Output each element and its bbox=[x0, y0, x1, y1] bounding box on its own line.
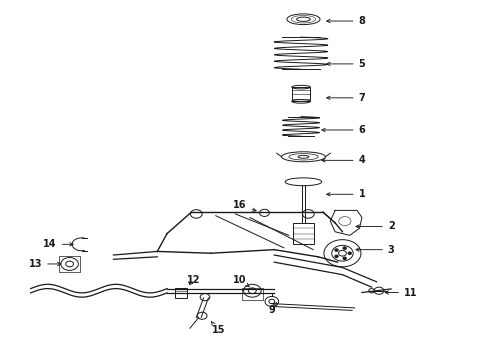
Bar bbox=[59, 256, 80, 272]
Bar bbox=[292, 87, 310, 102]
Text: 10: 10 bbox=[233, 275, 250, 287]
Bar bbox=[293, 223, 314, 244]
Text: 13: 13 bbox=[29, 259, 61, 269]
Bar bbox=[175, 288, 187, 298]
Bar bbox=[242, 288, 263, 300]
Text: 14: 14 bbox=[43, 239, 73, 249]
Circle shape bbox=[335, 255, 338, 257]
Text: 15: 15 bbox=[212, 322, 225, 335]
Text: 16: 16 bbox=[233, 200, 256, 211]
Text: 2: 2 bbox=[356, 221, 394, 231]
Text: 3: 3 bbox=[356, 245, 394, 255]
Text: 9: 9 bbox=[269, 302, 276, 315]
Text: 8: 8 bbox=[327, 16, 366, 26]
Text: 11: 11 bbox=[385, 288, 417, 297]
Text: 5: 5 bbox=[327, 59, 366, 69]
Circle shape bbox=[348, 252, 351, 254]
Circle shape bbox=[335, 249, 338, 251]
Text: 12: 12 bbox=[187, 275, 200, 285]
Circle shape bbox=[343, 247, 346, 249]
Text: 6: 6 bbox=[322, 125, 366, 135]
Text: 1: 1 bbox=[327, 189, 366, 199]
Circle shape bbox=[343, 257, 346, 260]
Text: 4: 4 bbox=[322, 156, 366, 165]
Text: 7: 7 bbox=[327, 93, 366, 103]
